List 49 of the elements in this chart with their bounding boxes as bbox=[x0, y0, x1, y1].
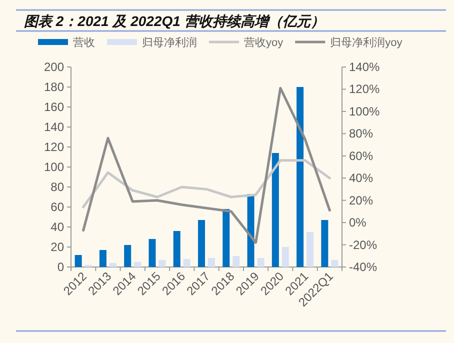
legend-label: 归母净利润yoy bbox=[330, 36, 403, 49]
legend-label: 营收 bbox=[73, 36, 95, 49]
y-tick-label: 80 bbox=[50, 180, 64, 194]
y2-tick-label: 120% bbox=[349, 82, 380, 96]
bar bbox=[124, 245, 132, 267]
y2-tick-label: 0% bbox=[349, 216, 367, 230]
y2-tick-label: -20% bbox=[349, 238, 378, 252]
bar bbox=[296, 87, 304, 267]
bar bbox=[208, 258, 215, 267]
bar bbox=[306, 232, 314, 267]
y-tick-label: 20 bbox=[50, 240, 64, 254]
chart-title: 图表 2：2021 及 2022Q1 营收持续高增（亿元） bbox=[24, 13, 324, 29]
y2-tick-label: 20% bbox=[349, 193, 374, 208]
y2-tick-label: 100% bbox=[349, 104, 380, 118]
bar bbox=[134, 262, 142, 267]
bar bbox=[272, 153, 279, 267]
bar bbox=[109, 263, 116, 267]
bar bbox=[331, 260, 338, 267]
bar bbox=[247, 194, 254, 267]
y2-tick-label: -40% bbox=[349, 260, 378, 274]
legend-label: 归母净利润 bbox=[142, 36, 197, 49]
line-series bbox=[82, 159, 331, 208]
y2-tick-label: 40% bbox=[349, 171, 374, 186]
y-tick-label: 0 bbox=[57, 260, 64, 274]
y-tick-label: 100 bbox=[44, 160, 64, 174]
bar bbox=[222, 209, 230, 267]
bar bbox=[74, 255, 82, 267]
bar bbox=[173, 231, 180, 267]
y-tick-label: 180 bbox=[44, 80, 64, 94]
bar bbox=[232, 256, 240, 267]
bar bbox=[158, 260, 166, 267]
bar bbox=[257, 258, 264, 267]
y2-tick-label: 60% bbox=[349, 148, 374, 163]
y-tick-label: 200 bbox=[44, 60, 64, 74]
bar bbox=[198, 220, 205, 267]
y2-tick-label: 140% bbox=[349, 60, 380, 74]
y2-tick-label: 80% bbox=[349, 126, 374, 141]
y-tick-label: 40 bbox=[50, 220, 64, 234]
bar bbox=[148, 239, 156, 267]
y-tick-label: 120 bbox=[44, 140, 64, 154]
y-tick-label: 160 bbox=[44, 100, 64, 114]
bar bbox=[99, 250, 106, 267]
y-tick-label: 140 bbox=[44, 120, 64, 134]
legend-label: 营收yoy bbox=[244, 36, 284, 49]
bar bbox=[183, 259, 190, 267]
line-series bbox=[82, 86, 331, 244]
bar bbox=[321, 220, 328, 267]
y-tick-label: 60 bbox=[50, 200, 64, 214]
bar bbox=[282, 247, 289, 267]
